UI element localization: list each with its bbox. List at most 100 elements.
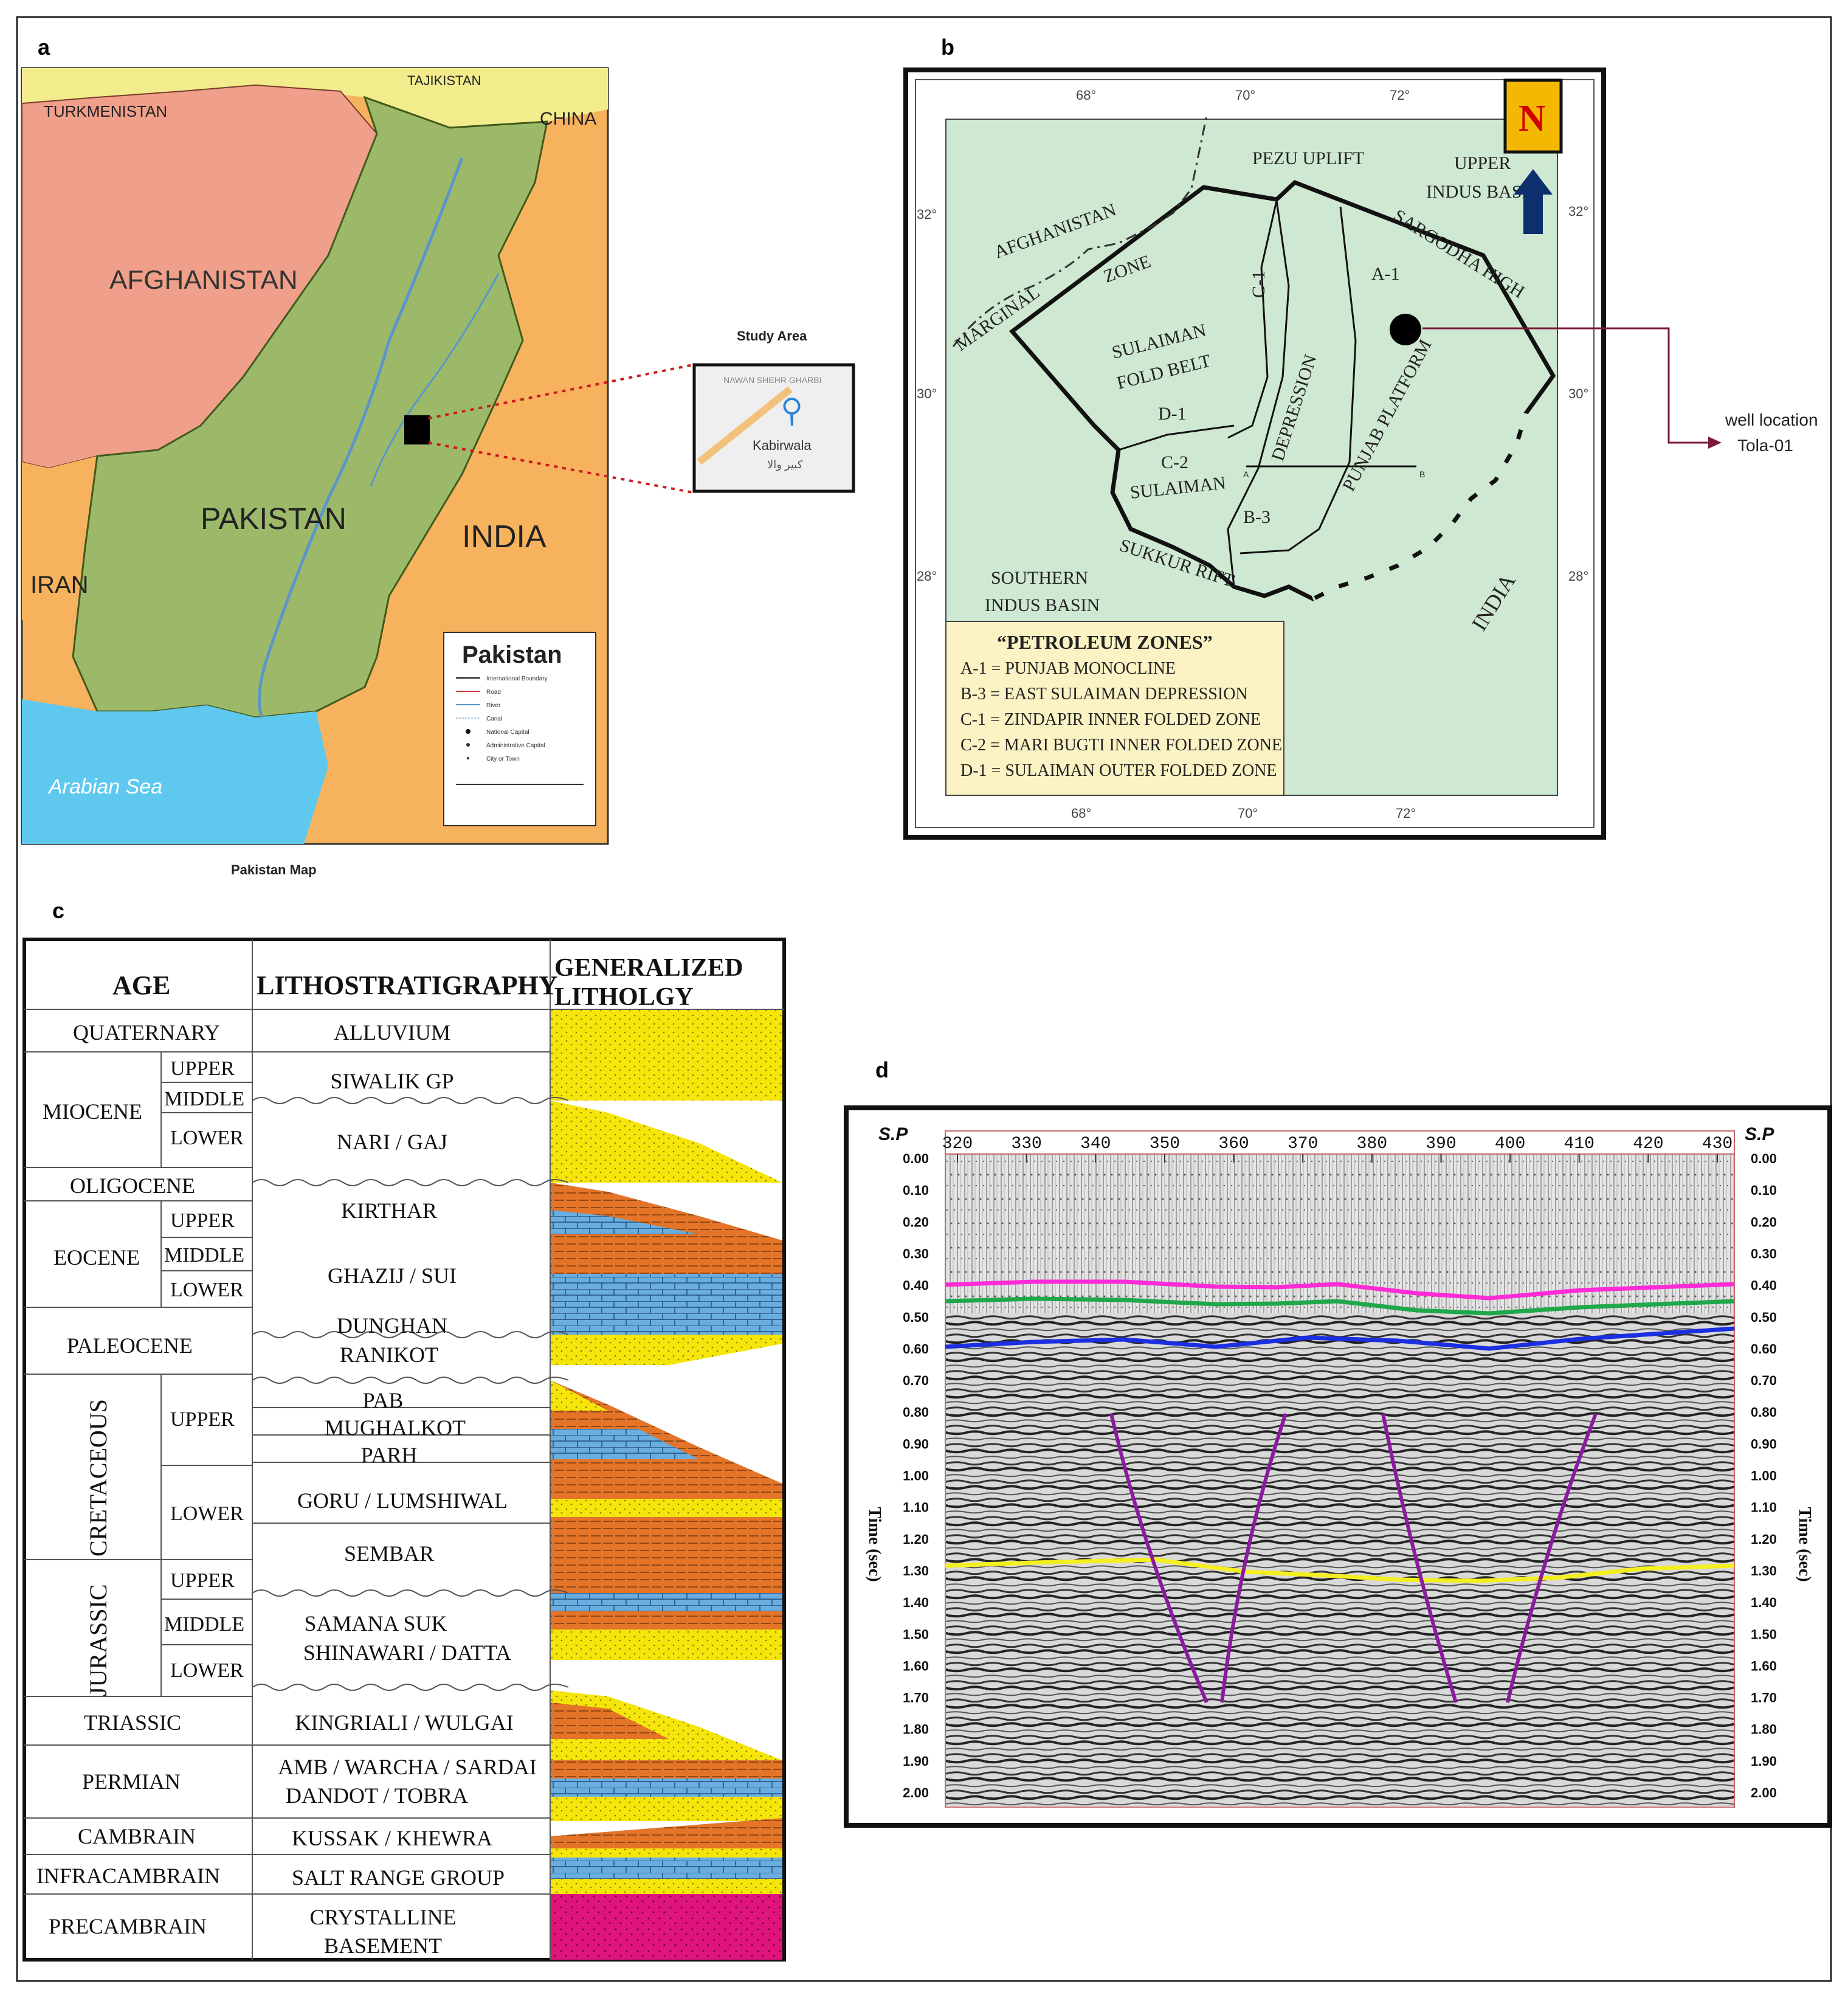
time-tick-right: 0.10 [1751, 1183, 1777, 1198]
formation-ranikot: RANIKOT [340, 1343, 438, 1367]
litho-samana-lime [550, 1593, 782, 1611]
afghan-border-dashed [952, 115, 1208, 347]
label-c1: C-1 [1249, 271, 1269, 298]
eocene-middle: MIDDLE [164, 1244, 244, 1267]
horizon-blue [945, 1326, 1735, 1351]
litho-goru-sand [550, 1499, 782, 1517]
time-tick-left: 0.30 [903, 1246, 929, 1261]
litho-kirthar-lime [550, 1210, 699, 1234]
c2-line [1118, 424, 1235, 451]
lat-tick-right-1: 30° [1568, 386, 1588, 401]
time-tick-left: 1.90 [903, 1754, 929, 1769]
litho-kingriali-shale [550, 1702, 669, 1739]
seismic-section-border [945, 1130, 1735, 1808]
legend-symbol-city [467, 757, 469, 759]
litho-permian-sand [550, 1797, 782, 1821]
period-cretaceous: CRETACEOUS [84, 1399, 112, 1557]
label-arabian-sea: Arabian Sea [47, 775, 162, 798]
formation-goru-lumshiwal: GORU / LUMSHIWAL [297, 1488, 508, 1513]
study-area-label: Study Area [737, 328, 807, 344]
legend-item-2: River [486, 702, 501, 709]
period-precambrain: PRECAMBRAIN [49, 1914, 207, 1938]
time-tick-left: 1.40 [903, 1595, 929, 1610]
litho-siwalik [550, 1052, 782, 1101]
label-point-a: A [1243, 469, 1249, 479]
label-southern: SOUTHERN [991, 568, 1088, 588]
formation-kussak-khewra: KUSSAK / KHEWRA [292, 1826, 492, 1850]
formation-kirthar: KIRTHAR [341, 1198, 437, 1223]
label-point-b: B [1419, 469, 1425, 479]
time-tick-right: 0.80 [1751, 1405, 1777, 1420]
time-tick-right: 1.30 [1751, 1563, 1777, 1578]
time-tick-left: 1.80 [903, 1722, 929, 1737]
inset-place-urdu: کبیر والا [767, 458, 803, 471]
lithology-column [550, 1009, 782, 1960]
north-arrow: N [1503, 78, 1563, 234]
formation-siwalik: SIWALIK GP [331, 1069, 454, 1093]
lon-tick-bottom-1: 70° [1238, 806, 1258, 821]
label-afghanistan: AFGHANISTAN [109, 265, 298, 295]
time-tick-right: 1.20 [1751, 1532, 1777, 1547]
time-tick-left: 1.10 [903, 1500, 929, 1515]
period-infracambrain: INFRACAMBRAIN [36, 1864, 220, 1888]
litho-alluvium [550, 1009, 782, 1052]
miocene-lower: LOWER [170, 1127, 244, 1149]
time-tick-left: 0.20 [903, 1214, 929, 1229]
label-d1: D-1 [1158, 404, 1187, 424]
formation-nari-gaj: NARI / GAJ [337, 1130, 447, 1154]
study-area-inset: NAWAN SHEHR GHARBI Kabirwala کبیر والا [692, 363, 855, 493]
legend-item-4: National Capital [486, 729, 529, 736]
petroleum-legend-item-4: D-1 = SULAIMAN OUTER FOLDED ZONE [960, 761, 1277, 780]
well-location-marker [1390, 314, 1421, 345]
sp-tick-label: 430 [1702, 1135, 1732, 1153]
label-turkmenistan: TURKMENISTAN [44, 102, 167, 120]
panel-letter-d: d [875, 1057, 889, 1082]
pakistan-map: TURKMENISTAN TAJIKISTAN CHINA AFGHANISTA… [21, 67, 694, 845]
litho-permian-lime [550, 1778, 782, 1797]
litho-parh-lime [550, 1429, 699, 1459]
lat-tick-left-1: 30° [917, 386, 937, 401]
sp-tick-label: 350 [1150, 1135, 1180, 1153]
map-a-legend-box [443, 632, 596, 826]
cretaceous-lower: LOWER [170, 1502, 244, 1525]
petroleum-legend-item-1: B-3 = EAST SULAIMAN DEPRESSION [960, 685, 1248, 703]
shotpoint-ticks: 320 330 340 350 360 370 380 390 400 410 420 430 [942, 1135, 1732, 1163]
period-cambrain: CAMBRAIN [78, 1824, 196, 1848]
depression-line [1227, 200, 1290, 587]
panel-letter-a: a [38, 35, 50, 60]
time-tick-left: 1.00 [903, 1468, 929, 1484]
panel-b-inner-frame [915, 79, 1595, 828]
formation-amb-warcha: AMB / WARCHA / SARDAI [278, 1755, 536, 1779]
fault-2 [1220, 1413, 1288, 1703]
period-paleocene: PALEOCENE [67, 1333, 193, 1358]
litho-nari-gaj [550, 1101, 782, 1183]
formation-parh: PARH [361, 1443, 418, 1467]
miocene-middle: MIDDLE [164, 1088, 244, 1110]
time-tick-left: 0.50 [903, 1310, 929, 1325]
litho-pab-sand [550, 1380, 608, 1411]
litho-sui-lime [550, 1274, 782, 1335]
sp-tick-label: 390 [1426, 1135, 1456, 1153]
sp-tick-label: 370 [1288, 1135, 1318, 1153]
sp-tick-label: 360 [1218, 1135, 1249, 1153]
inset-road [697, 386, 793, 465]
sp-tick-label: 320 [942, 1135, 973, 1153]
horizon-yellow [945, 1557, 1735, 1583]
petroleum-legend-item-3: C-2 = MARI BUGTI INNER FOLDED ZONE [960, 736, 1282, 755]
sp-tick-label: 330 [1011, 1135, 1041, 1153]
time-tick-left: 0.70 [903, 1373, 929, 1388]
well-location-label: well location [1725, 410, 1818, 429]
formation-sembar: SEMBAR [344, 1541, 434, 1566]
litho-cambrian-sand [550, 1848, 782, 1858]
legend-item-3: Canal [486, 716, 502, 722]
formation-mughalkot: MUGHALKOT [325, 1416, 466, 1440]
label-china: CHINA [540, 109, 596, 129]
litho-sembar [550, 1538, 782, 1593]
north-letter: N [1519, 98, 1546, 139]
legend-symbol-admin [466, 743, 470, 747]
strat-grid [24, 939, 784, 1960]
time-tick-right: 0.90 [1751, 1436, 1777, 1451]
litho-cambrian [550, 1818, 782, 1858]
formation-dunghan: DUNGHAN [337, 1313, 447, 1338]
